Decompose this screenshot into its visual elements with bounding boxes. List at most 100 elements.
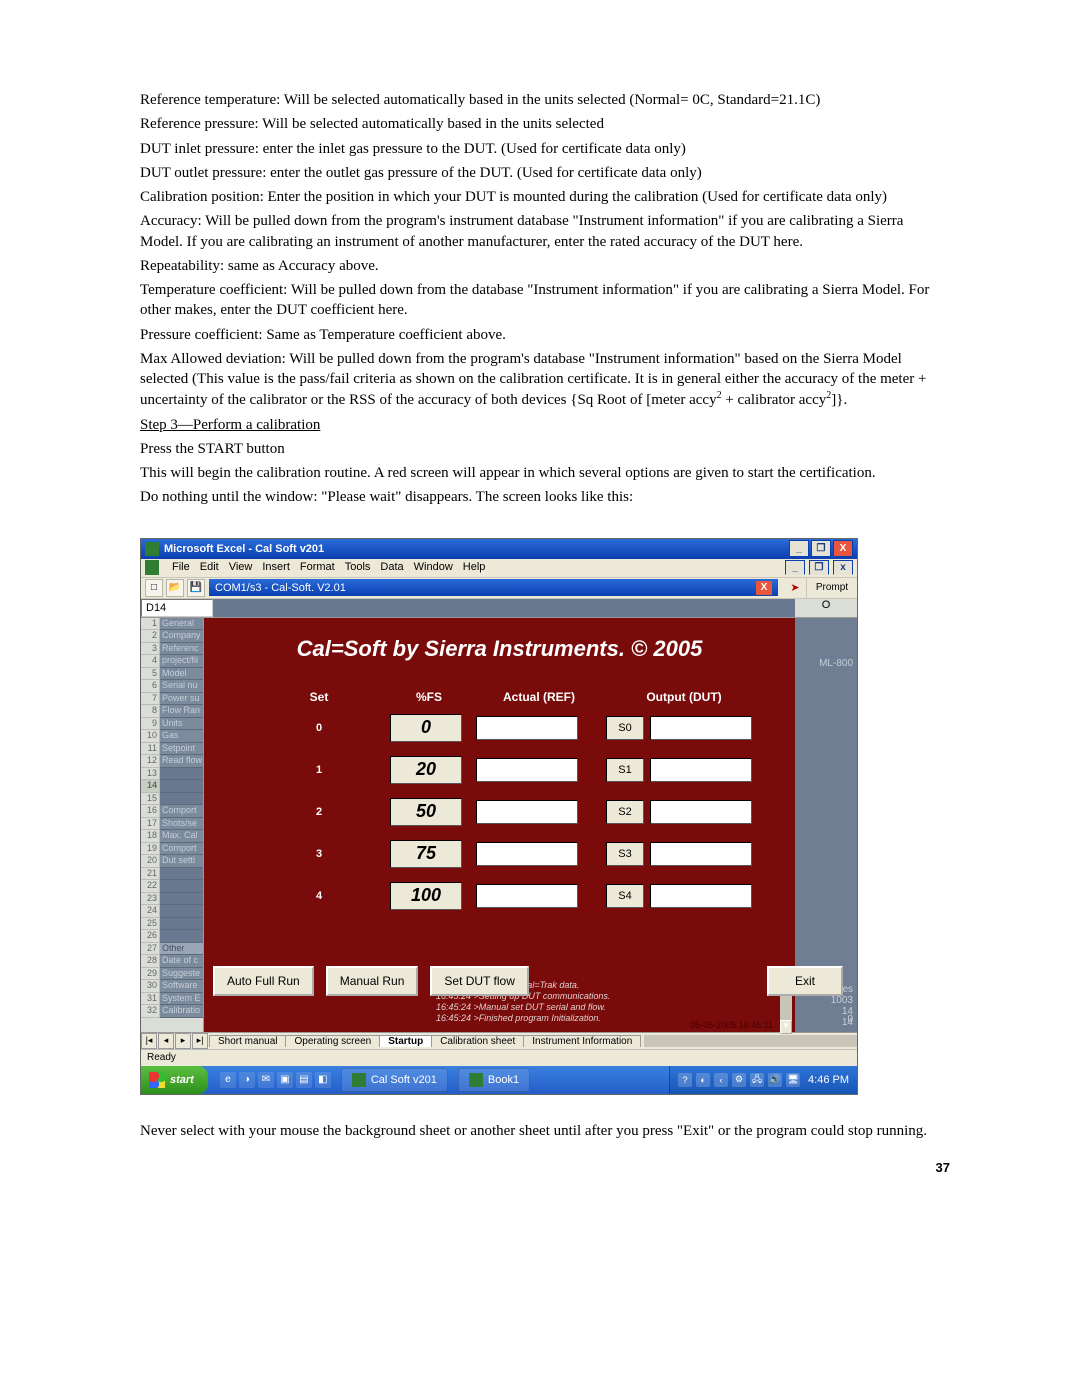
row-18: 18Max. Cal [141,830,203,843]
row-number-19[interactable]: 19 [141,843,160,856]
output-input-3[interactable] [650,842,752,866]
menu-help[interactable]: Help [463,561,486,574]
row-number-13[interactable]: 13 [141,768,160,781]
row-number-18[interactable]: 18 [141,830,160,843]
row-number-26[interactable]: 26 [141,930,160,943]
row-number-17[interactable]: 17 [141,818,160,831]
tab-nav-last-icon[interactable]: ▸| [192,1033,208,1049]
menu-file[interactable]: File [172,561,190,574]
row-number-1[interactable]: 1 [141,618,160,631]
row-number-22[interactable]: 22 [141,880,160,893]
tab-nav-first-icon[interactable]: |◂ [141,1033,157,1049]
prompt-button[interactable]: Prompt [806,578,857,598]
row-number-23[interactable]: 23 [141,893,160,906]
minimize-button[interactable]: _ [789,540,809,557]
tray-icon-6[interactable]: 🔊 [768,1073,782,1087]
tray-icon-1[interactable]: ? [678,1073,692,1087]
tray-icon-4[interactable]: ⚙ [732,1073,746,1087]
actual-input-2[interactable] [476,800,578,824]
tray-icon-5[interactable]: 🖧 [750,1073,764,1087]
set-dut-flow-button[interactable]: Set DUT flow [430,966,528,996]
actual-input-4[interactable] [476,884,578,908]
save-icon[interactable]: 💾 [187,579,205,597]
menu-format[interactable]: Format [300,561,335,574]
mdi-close-button[interactable]: x [833,560,853,575]
row-number-8[interactable]: 8 [141,705,160,718]
row-number-28[interactable]: 28 [141,955,160,968]
row-number-21[interactable]: 21 [141,868,160,881]
row-number-12[interactable]: 12 [141,755,160,768]
exit-button[interactable]: Exit [767,966,843,996]
output-input-0[interactable] [650,716,752,740]
output-input-2[interactable] [650,800,752,824]
row-number-25[interactable]: 25 [141,918,160,931]
tab-instrument-info[interactable]: Instrument Information [523,1035,641,1047]
ql-icon-4[interactable]: ▣ [277,1072,293,1088]
actual-input-1[interactable] [476,758,578,782]
output-input-4[interactable] [650,884,752,908]
taskbar-app-calsoft[interactable]: Cal Soft v201 [341,1068,448,1092]
row-number-11[interactable]: 11 [141,743,160,756]
tab-short-manual[interactable]: Short manual [209,1035,286,1047]
row-number-20[interactable]: 20 [141,855,160,868]
horizontal-scrollbar[interactable] [644,1035,857,1047]
ql-icon-6[interactable]: ◧ [315,1072,331,1088]
row-number-3[interactable]: 3 [141,643,160,656]
tab-operating-screen[interactable]: Operating screen [285,1035,380,1047]
row-number-9[interactable]: 9 [141,718,160,731]
prompt-arrow-icon[interactable]: ➤ [787,580,803,596]
taskbar-app-book1[interactable]: Book1 [458,1068,530,1092]
tab-nav-prev-icon[interactable]: ◂ [158,1033,174,1049]
tab-startup[interactable]: Startup [379,1035,432,1047]
menu-tools[interactable]: Tools [345,561,371,574]
row-number-10[interactable]: 10 [141,730,160,743]
row-number-32[interactable]: 32 [141,1005,160,1018]
maximize-button[interactable]: ❐ [811,540,831,557]
row-number-7[interactable]: 7 [141,693,160,706]
tray-icon-2[interactable]: ◐ [696,1073,710,1087]
row-number-27[interactable]: 27 [141,943,160,956]
menu-view[interactable]: View [229,561,253,574]
row-number-24[interactable]: 24 [141,905,160,918]
ql-icon-1[interactable]: e [220,1072,236,1088]
row-number-14[interactable]: 14 [141,780,160,793]
row-number-29[interactable]: 29 [141,968,160,981]
row-number-6[interactable]: 6 [141,680,160,693]
actual-input-0[interactable] [476,716,578,740]
row-number-4[interactable]: 4 [141,655,160,668]
menu-insert[interactable]: Insert [262,561,290,574]
menu-edit[interactable]: Edit [200,561,219,574]
close-button[interactable]: X [833,540,853,557]
row-number-16[interactable]: 16 [141,805,160,818]
start-button[interactable]: start [141,1066,208,1094]
scroll-down-icon[interactable]: ▼ [780,1020,792,1034]
menu-window[interactable]: Window [414,561,453,574]
mdi-minimize-button[interactable]: _ [785,560,805,575]
ql-icon-2[interactable]: ◑ [239,1072,255,1088]
tab-nav-next-icon[interactable]: ▸ [175,1033,191,1049]
ql-icon-3[interactable]: ✉ [258,1072,274,1088]
new-icon[interactable]: □ [145,579,163,597]
output-input-1[interactable] [650,758,752,782]
ql-icon-5[interactable]: ▤ [296,1072,312,1088]
row-number-2[interactable]: 2 [141,630,160,643]
name-box[interactable]: D14 [141,599,213,617]
row-number-15[interactable]: 15 [141,793,160,806]
tab-calibration-sheet[interactable]: Calibration sheet [431,1035,524,1047]
formula-bar[interactable] [213,599,795,617]
actual-input-3[interactable] [476,842,578,866]
scroll-track[interactable] [780,992,792,1020]
menu-data[interactable]: Data [380,561,403,574]
mdi-restore-button[interactable]: ❐ [809,560,829,575]
manual-run-button[interactable]: Manual Run [326,966,419,996]
tray-icon-7[interactable]: 🖥 [786,1073,800,1087]
row-number-30[interactable]: 30 [141,980,160,993]
row-number-31[interactable]: 31 [141,993,160,1006]
row-number-5[interactable]: 5 [141,668,160,681]
open-icon[interactable]: 📂 [166,579,184,597]
tray-icon-3[interactable]: ‹ [714,1073,728,1087]
row-31: 31System E [141,993,203,1006]
inner-close-button[interactable]: X [756,581,772,595]
row-5: 5Model [141,668,203,681]
auto-full-run-button[interactable]: Auto Full Run [213,966,314,996]
